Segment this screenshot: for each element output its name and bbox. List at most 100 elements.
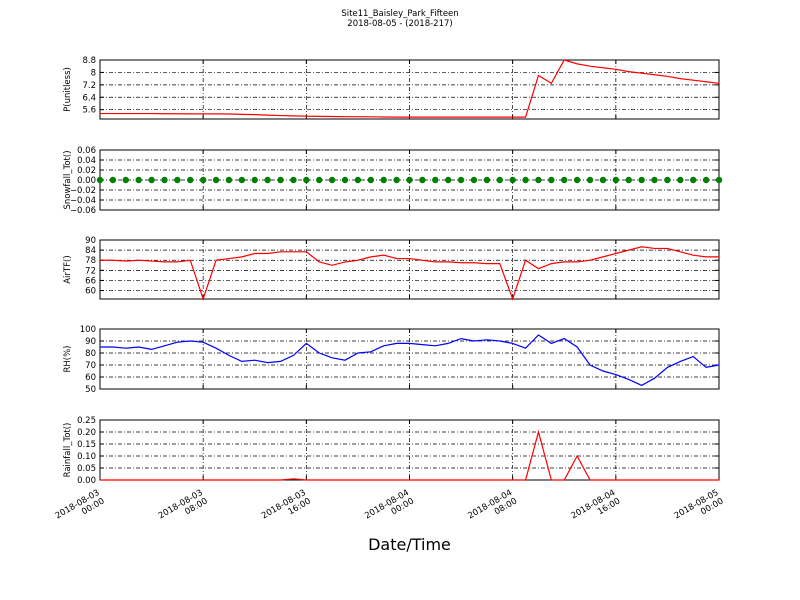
data-point	[341, 176, 349, 184]
y-tick-label: 0.10	[77, 452, 96, 462]
x-tick-label: 2018-08-0300:00	[54, 488, 107, 530]
y-tick-label: 0.00	[77, 476, 96, 486]
y-tick-label: 0.05	[77, 464, 96, 474]
y-tick-label: 78	[85, 256, 96, 266]
data-point	[690, 176, 697, 184]
data-point	[457, 176, 465, 184]
y-tick-label: 5.6	[82, 106, 96, 116]
data-point	[419, 176, 426, 184]
y-tick-label: 8.8	[82, 56, 96, 66]
y-tick-label: 66	[85, 276, 96, 286]
data-point	[135, 176, 142, 184]
y-tick-label: 0.20	[77, 428, 96, 438]
y-axis-label: P(unitless)	[63, 67, 73, 112]
y-tick-label: 0.06	[77, 146, 96, 156]
y-tick-label: 60	[85, 373, 96, 383]
data-point	[316, 176, 323, 184]
data-point	[380, 176, 387, 184]
x-axis-label: Date/Time	[368, 535, 451, 554]
y-tick-label: 90	[85, 236, 96, 246]
y-tick-label: 70	[85, 361, 96, 371]
data-point	[96, 176, 104, 184]
x-tick-label: 2018-08-0308:00	[157, 488, 210, 530]
data-point	[187, 176, 194, 184]
figure-subtitle: 2018-08-05 - (2018-217)	[347, 19, 452, 29]
y-axis-label: Snowfall_Tot()	[63, 150, 73, 209]
data-point	[354, 176, 362, 184]
y-axis-label: Rainfall_Tot()	[63, 423, 73, 478]
y-tick-label: 7.2	[82, 81, 96, 91]
data-line	[100, 334, 720, 387]
y-tick-label: 80	[85, 349, 96, 359]
y-tick-label: −0.02	[70, 186, 96, 196]
y-tick-label: 0.04	[77, 156, 96, 166]
data-point	[470, 176, 478, 184]
data-point	[174, 176, 181, 184]
y-tick-label: 0.15	[77, 440, 96, 450]
data-point	[122, 176, 129, 184]
y-tick-label: 0.02	[77, 166, 96, 176]
y-tick-label: 0.00	[77, 176, 96, 186]
y-tick-label: 90	[85, 337, 96, 347]
x-tick-label: 2018-08-0416:00	[570, 488, 623, 530]
data-line	[100, 246, 719, 301]
x-tick-label: 2018-08-0316:00	[260, 488, 313, 530]
figure-title: Site11_Baisley_Park_Fifteen	[341, 9, 458, 19]
data-point	[161, 176, 168, 184]
data-point	[238, 176, 246, 184]
data-point	[496, 176, 503, 184]
data-point	[535, 176, 542, 184]
data-point	[561, 176, 568, 184]
data-point	[599, 176, 607, 184]
x-tick-label: 2018-08-0408:00	[466, 488, 519, 530]
data-point	[393, 176, 400, 184]
data-point	[715, 176, 723, 184]
y-tick-label: 8	[91, 68, 96, 78]
data-point	[483, 176, 491, 184]
data-point	[328, 176, 336, 184]
data-point	[612, 176, 620, 184]
y-tick-label: 100	[80, 325, 96, 335]
y-tick-label: 0.25	[77, 416, 96, 426]
data-point	[509, 176, 516, 184]
data-point	[702, 176, 710, 184]
data-point	[586, 176, 594, 184]
x-tick-label: 2018-08-0400:00	[363, 488, 416, 530]
data-point	[573, 176, 581, 184]
plot-frame	[99, 328, 720, 390]
data-line	[100, 59, 720, 118]
data-point	[303, 176, 310, 184]
data-point	[148, 176, 155, 184]
y-tick-label: −0.04	[70, 196, 96, 206]
data-point	[638, 176, 645, 184]
data-point	[432, 176, 439, 184]
y-tick-label: 50	[85, 385, 96, 395]
data-point	[664, 176, 671, 184]
plot-frame	[99, 59, 720, 120]
data-point	[651, 176, 658, 184]
data-point	[406, 176, 413, 184]
y-tick-label: 6.4	[82, 93, 96, 103]
data-point	[264, 176, 271, 184]
y-tick-label: 84	[85, 246, 96, 256]
data-point	[225, 176, 233, 184]
data-point	[251, 176, 258, 184]
data-point	[212, 176, 220, 184]
data-point	[199, 176, 207, 184]
y-tick-label: −0.06	[70, 206, 96, 216]
data-point	[548, 176, 555, 184]
data-point	[109, 176, 117, 184]
x-tick-label: 2018-08-0500:00	[673, 488, 726, 530]
y-tick-label: 72	[85, 266, 96, 276]
data-point	[277, 176, 284, 184]
y-axis-label: RH(%)	[63, 345, 73, 372]
y-axis-label: AirTF()	[63, 255, 73, 283]
data-point	[677, 176, 684, 184]
data-point	[444, 176, 452, 184]
data-point	[522, 176, 529, 184]
data-point	[290, 176, 297, 184]
y-tick-label: 60	[85, 287, 96, 297]
plot-frame	[99, 239, 720, 300]
data-line	[100, 429, 719, 481]
